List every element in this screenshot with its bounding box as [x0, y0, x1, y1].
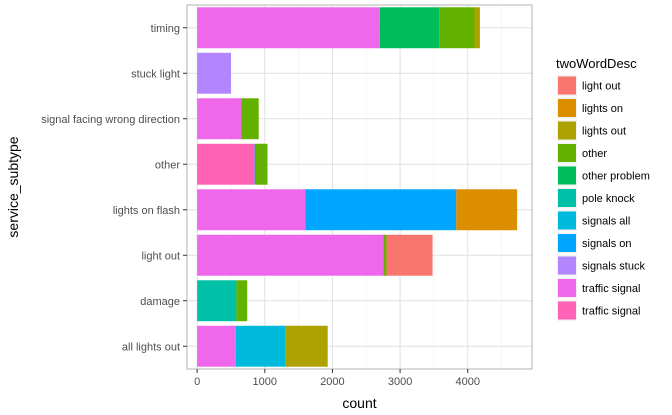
bar-segment — [474, 7, 480, 49]
y-axis-title: service_subtype — [5, 136, 21, 237]
legend-key — [558, 211, 576, 230]
x-tick-label: 4000 — [455, 376, 479, 388]
y-tick-label: timing — [151, 23, 180, 35]
bars — [197, 7, 518, 367]
legend-key — [558, 234, 576, 252]
legend-label: signals on — [582, 238, 632, 250]
y-tick-label: lights on flash — [113, 205, 180, 217]
y-tick-label: damage — [140, 296, 180, 308]
bar-segment — [383, 234, 387, 276]
legend-label: other — [582, 148, 607, 160]
bar-segment — [305, 189, 457, 231]
legend-label: signals stuck — [582, 261, 645, 273]
legend-key — [558, 121, 576, 140]
bar-segment — [197, 52, 231, 94]
x-axis: 0 1000 2000 3000 4000 — [194, 369, 480, 388]
bar-segment — [197, 325, 236, 367]
bar-segment — [197, 143, 255, 185]
bar-segment — [456, 189, 518, 231]
legend-label: traffic signal — [582, 283, 641, 295]
bar-segment — [439, 7, 475, 49]
bar-segment — [379, 7, 440, 49]
legend-label: lights out — [582, 126, 626, 138]
legend-title: twoWordDesc — [556, 56, 637, 71]
panel-border — [186, 4, 533, 370]
bar-segment — [197, 234, 384, 276]
bar-segment — [197, 7, 380, 49]
legend-key — [558, 166, 576, 185]
y-tick-label: signal facing wrong direction — [41, 114, 180, 126]
legend-key — [558, 189, 576, 207]
legend-key — [558, 279, 576, 297]
x-tick-label: 2000 — [320, 376, 344, 388]
x-tick-label: 3000 — [388, 376, 412, 388]
legend: twoWordDesc light out lights on lights out… — [556, 56, 650, 321]
legend-key — [558, 99, 576, 117]
legend-key — [558, 256, 576, 275]
legend-key — [558, 76, 576, 95]
bar-segment — [235, 325, 286, 367]
legend-label: light out — [582, 81, 621, 93]
bar-segment — [197, 280, 237, 322]
y-tick-label: all lights out — [122, 341, 180, 353]
legend-label: traffic signal — [582, 306, 641, 318]
y-tick-label: light out — [141, 250, 180, 262]
legend-key — [558, 144, 576, 162]
bar-segment — [241, 98, 259, 140]
legend-key — [558, 301, 576, 320]
bar-segment — [197, 189, 306, 231]
x-tick-label: 0 — [194, 376, 200, 388]
legend-label: signals all — [582, 216, 630, 228]
bar-segment — [386, 234, 433, 276]
bar-segment — [236, 280, 248, 322]
bar-segment — [256, 143, 268, 185]
bar-segment — [197, 98, 242, 140]
x-tick-label: 1000 — [253, 376, 277, 388]
legend-label: pole knock — [582, 193, 635, 205]
y-axis: timing stuck light signal facing wrong dir… — [41, 23, 187, 353]
x-axis-title: count — [342, 395, 376, 411]
legend-label: other problem — [582, 171, 650, 183]
y-tick-label: other — [155, 159, 180, 171]
legend-label: lights on — [582, 103, 623, 115]
y-tick-label: stuck light — [131, 68, 180, 80]
bar-segment — [285, 325, 328, 367]
bar-segment — [254, 143, 256, 185]
